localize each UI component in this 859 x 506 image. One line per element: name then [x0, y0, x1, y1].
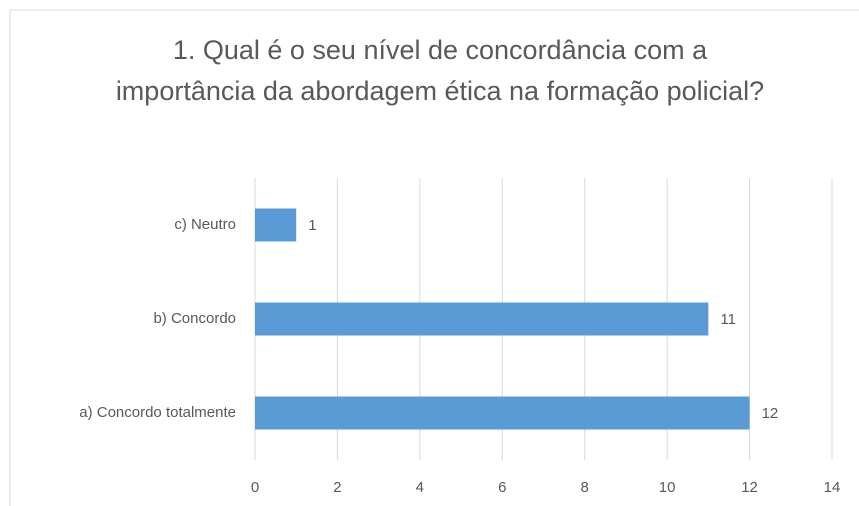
bar [255, 208, 297, 242]
chart-border [9, 9, 859, 506]
data-label: 12 [762, 405, 779, 422]
bar [255, 396, 750, 430]
x-tick-label: 14 [824, 479, 841, 496]
x-tick-label: 0 [251, 479, 259, 496]
x-tick-label: 4 [416, 479, 424, 496]
x-tick-label: 8 [581, 479, 589, 496]
x-tick-label: 2 [333, 479, 341, 496]
y-tick-label: c) Neutro [174, 216, 236, 233]
bar [255, 302, 709, 336]
y-tick-label: b) Concordo [153, 310, 236, 327]
y-tick-label: a) Concordo totalmente [79, 404, 236, 421]
x-tick-label: 6 [498, 479, 506, 496]
data-label: 1 [308, 217, 316, 234]
x-tick-label: 12 [741, 479, 758, 496]
x-tick-label: 10 [659, 479, 676, 496]
data-label: 11 [720, 311, 736, 328]
chart-title: 1. Qual é o seu nível de concordância co… [115, 35, 765, 106]
